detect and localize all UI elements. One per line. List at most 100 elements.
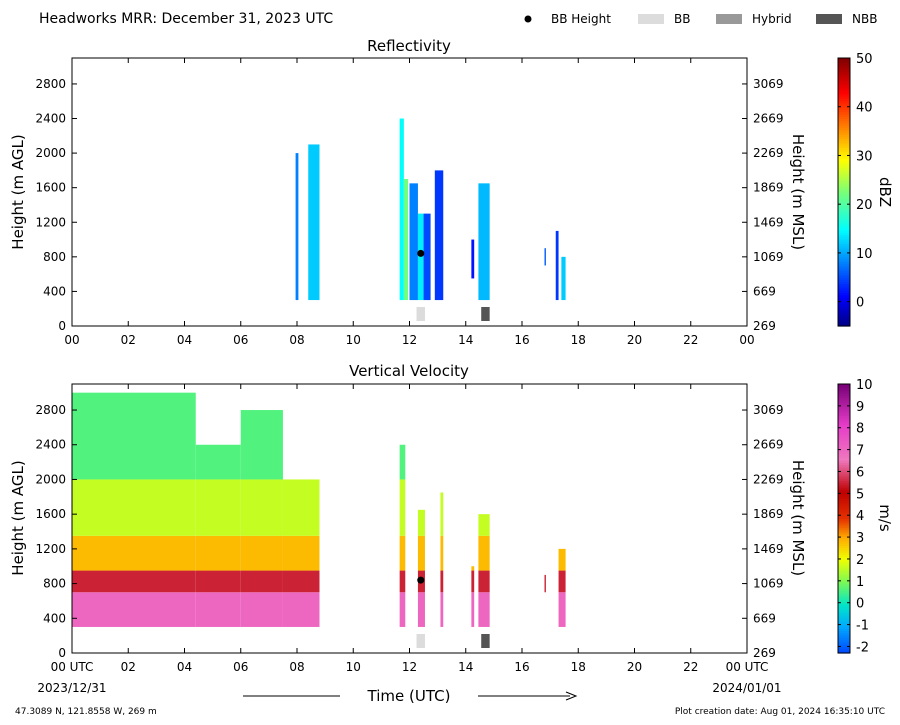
vertical-velocity-panel: Vertical Velocity Height (m AGL) Height … <box>9 362 894 674</box>
reflectivity-colorbar-band <box>838 147 850 151</box>
reflectivity-colorbar-band <box>838 281 850 285</box>
velocity-colorbar-band <box>838 426 850 430</box>
reflectivity-nbb-marker <box>481 307 490 321</box>
velocity-colorbar-band <box>838 408 850 412</box>
reflectivity-colorbar-band <box>838 73 850 77</box>
velocity-y-tick-label-left: 1600 <box>35 507 66 521</box>
reflectivity-colorbar-band <box>838 58 850 61</box>
velocity-colorbar-band <box>838 581 850 585</box>
velocity-colorbar-band <box>838 451 850 455</box>
reflectivity-colorbar-band <box>838 180 850 184</box>
reflectivity-colorbar-band <box>838 285 850 289</box>
reflectivity-colorbar-band <box>838 250 850 253</box>
velocity-colorbar-tick-label: 1 <box>856 575 864 590</box>
reflectivity-colorbar-band <box>838 66 850 70</box>
arrowhead-icon <box>565 691 578 701</box>
velocity-colorbar-band <box>838 619 850 623</box>
velocity-colorbar-band <box>838 480 850 484</box>
reflectivity-colorbar-band <box>838 71 850 75</box>
reflectivity-colorbar-band <box>838 234 850 238</box>
velocity-colorbar-band <box>838 605 850 609</box>
velocity-echo-cell <box>440 492 444 536</box>
velocity-colorbar-band <box>838 449 850 452</box>
reflectivity-x-tick-label: 08 <box>289 333 304 347</box>
reflectivity-colorbar-band <box>838 75 850 79</box>
velocity-colorbar-band <box>838 417 850 421</box>
velocity-y-tick-label-right: 1069 <box>753 577 784 591</box>
reflectivity-colorbar-band <box>838 89 850 93</box>
velocity-colorbar-band <box>838 500 850 504</box>
velocity-x-tick-label: 14 <box>458 660 473 674</box>
reflectivity-echo-segment <box>308 144 320 301</box>
reflectivity-colorbar-band <box>838 127 850 131</box>
reflectivity-x-tick-label: 20 <box>627 333 642 347</box>
velocity-colorbar-band <box>838 525 850 529</box>
velocity-colorbar-band <box>838 478 850 481</box>
velocity-echo-cell <box>471 566 475 571</box>
reflectivity-x-tick-label: 02 <box>121 333 136 347</box>
reflectivity-colorbar-tick-label: 30 <box>856 149 873 164</box>
reflectivity-colorbar-label: dBZ <box>876 177 894 207</box>
velocity-colorbar-band <box>838 496 850 499</box>
reflectivity-x-tick-label: 04 <box>177 333 192 347</box>
reflectivity-colorbar-band <box>838 64 850 68</box>
reflectivity-echo-segment <box>295 153 299 301</box>
reflectivity-colorbar-band <box>838 80 850 84</box>
reflectivity-colorbar-band <box>838 283 850 287</box>
velocity-colorbar-band <box>838 552 850 555</box>
velocity-colorbar-band <box>838 563 850 567</box>
reflectivity-colorbar-band <box>838 91 850 95</box>
velocity-echo-cell <box>240 570 283 593</box>
velocity-colorbar-band <box>838 419 850 423</box>
velocity-colorbar-band <box>838 601 850 605</box>
reflectivity-colorbar-band <box>838 265 850 269</box>
velocity-echo-cell <box>240 535 283 571</box>
velocity-echo-segment <box>478 514 490 627</box>
velocity-colorbar-band <box>838 469 850 473</box>
velocity-colorbar-band <box>838 543 850 546</box>
velocity-echo-cell <box>72 570 196 593</box>
header-legend: BB Height BB Hybrid NBB <box>524 12 877 26</box>
velocity-colorbar-band <box>838 522 850 526</box>
velocity-colorbar-band <box>838 384 850 387</box>
reflectivity-colorbar-band <box>838 82 850 86</box>
reflectivity-echo-segment <box>409 183 418 301</box>
velocity-colorbar-band <box>838 487 850 490</box>
reflectivity-y-tick-label-left: 400 <box>43 284 66 298</box>
velocity-colorbar-band <box>838 641 850 645</box>
reflectivity-colorbar-band <box>838 187 850 191</box>
reflectivity-y-tick-label-left: 0 <box>58 319 66 333</box>
velocity-colorbar-band <box>838 482 850 486</box>
start-date: 2023/12/31 <box>37 681 106 695</box>
velocity-echo-cell <box>240 479 283 536</box>
reflectivity-colorbar-band <box>838 60 850 64</box>
velocity-colorbar-band <box>838 567 850 571</box>
velocity-colorbar-band <box>838 422 850 425</box>
end-date: 2024/01/01 <box>712 681 781 695</box>
reflectivity-y-tick-label-right: 1469 <box>753 215 784 229</box>
velocity-echo-segment <box>72 392 196 627</box>
velocity-colorbar-band <box>838 635 850 638</box>
reflectivity-colorbar-band <box>838 227 850 231</box>
velocity-ylabel-left: Height (m AGL) <box>9 460 27 575</box>
reflectivity-y-tick-label-right: 1869 <box>753 181 784 195</box>
velocity-colorbar-band <box>838 511 850 515</box>
velocity-colorbar-band <box>838 540 850 544</box>
velocity-colorbar: -2 -1 0 1 2 3 4 5 6 7 8 9 10 <box>837 378 873 655</box>
reflectivity-colorbar-band <box>838 290 850 294</box>
reflectivity-colorbar-band <box>838 238 850 242</box>
reflectivity-colorbar-band <box>838 62 850 66</box>
reflectivity-colorbar-tick-label: 10 <box>856 247 873 262</box>
reflectivity-colorbar-band <box>838 312 850 316</box>
velocity-colorbar-band <box>838 502 850 506</box>
velocity-colorbar-band <box>838 437 850 441</box>
velocity-echo-cell <box>240 410 283 480</box>
velocity-colorbar-tick-label: 7 <box>856 444 864 459</box>
velocity-echo-cell <box>282 535 320 571</box>
velocity-colorbar-band <box>838 473 850 477</box>
velocity-colorbar-band <box>838 464 850 468</box>
velocity-echo-cell <box>72 392 196 480</box>
velocity-colorbar-tick-label: 3 <box>856 531 864 546</box>
reflectivity-colorbar-band <box>838 245 850 249</box>
velocity-colorbar-band <box>838 505 850 508</box>
